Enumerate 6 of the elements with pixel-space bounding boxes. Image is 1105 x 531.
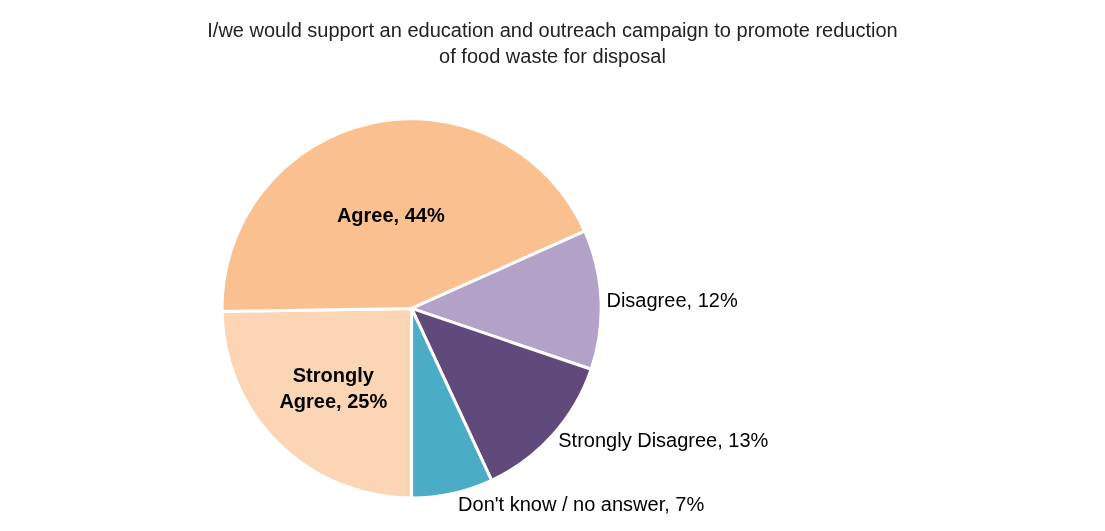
slice-label: Agree, 44% — [336, 203, 445, 226]
slice-label: Don't know / no answer, 7% — [458, 493, 705, 516]
chart-title: I/we would support an education and outreach campaign to promote reduction of food waste for disposal — [207, 19, 898, 68]
slice-label: Disagree, 12% — [606, 288, 738, 311]
slice-label: Strongly Agree, 25% — [279, 363, 388, 412]
slice-label: Strongly Disagree, 13% — [558, 428, 769, 451]
